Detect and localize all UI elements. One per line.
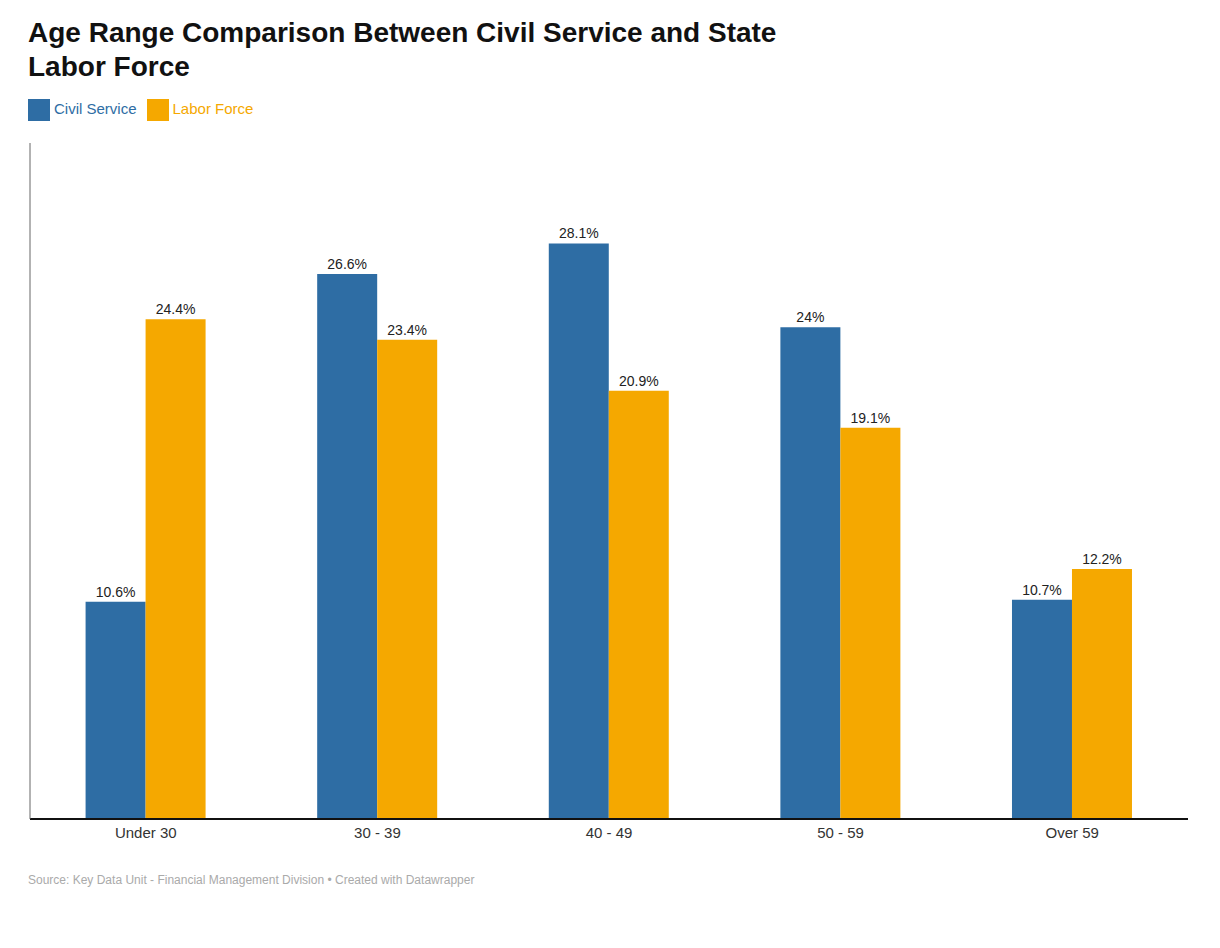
- html-text:Labor Force: Labor Force: [172, 100, 254, 118]
- svg-text:23.4%: 23.4%: [387, 322, 427, 338]
- svg-text:20.9%: 20.9%: [619, 373, 659, 389]
- svg-text:19.1%: 19.1%: [851, 410, 891, 426]
- svg-text:28.1%: 28.1%: [559, 226, 599, 242]
- svg-text:10.7%: 10.7%: [1022, 582, 1062, 598]
- svg-text:Over 59: Over 59: [1046, 824, 1099, 841]
- svg-text:24.4%: 24.4%: [156, 301, 196, 317]
- svg-text:12.2%: 12.2%: [1082, 551, 1122, 567]
- svg-text:10.6%: 10.6%: [96, 584, 136, 600]
- svg-text:26.6%: 26.6%: [327, 256, 367, 272]
- svg-text:24%: 24%: [796, 310, 824, 326]
- html-text:Source: Key Data Unit - Financ: Source: Key Data Unit - Financial Manage…: [28, 873, 475, 888]
- svg-text:50 - 59: 50 - 59: [817, 824, 864, 841]
- html-text:Civil Service: Civil Service: [54, 100, 137, 118]
- svg-text:30 - 39: 30 - 39: [354, 824, 401, 841]
- svg-text:Under 30: Under 30: [115, 824, 177, 841]
- svg-text:40 - 49: 40 - 49: [586, 824, 633, 841]
- html-text:Age Range Comparison Between C: Age Range Comparison Between Civil Servi…: [28, 17, 777, 48]
- html-text:Labor Force: Labor Force: [28, 50, 190, 82]
